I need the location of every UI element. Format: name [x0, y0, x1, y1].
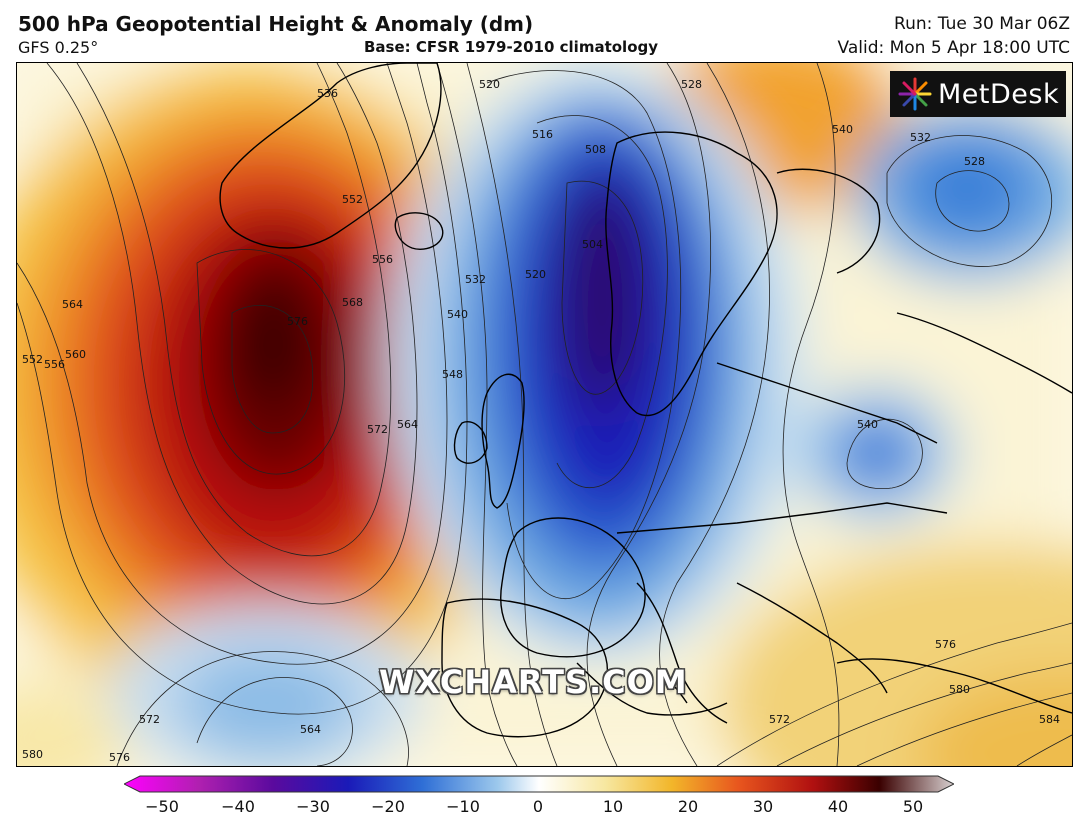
- colorbar-tick: −50: [145, 797, 179, 816]
- colorbar-tick: 20: [677, 797, 699, 816]
- metdesk-logo: MetDesk: [890, 71, 1066, 117]
- map-panel: 536 552 556 564 560 552 556 568 576 572 …: [16, 62, 1073, 767]
- contour-label: 576: [287, 315, 308, 328]
- colorbar-tick: 40: [827, 797, 849, 816]
- country-outlines: [219, 63, 1072, 738]
- chart-title: 500 hPa Geopotential Height & Anomaly (d…: [18, 12, 534, 36]
- contour-label: 540: [832, 123, 853, 136]
- contour-label: 540: [857, 418, 878, 431]
- contour-label: 516: [532, 128, 553, 141]
- contour-label: 528: [681, 78, 702, 91]
- contour-label: 532: [910, 131, 931, 144]
- climatology-base-label: Base: CFSR 1979-2010 climatology: [364, 38, 659, 56]
- contour-label: 552: [342, 193, 363, 206]
- contour-label: 564: [300, 723, 321, 736]
- contour-label: 568: [342, 296, 363, 309]
- contour-label: 504: [582, 238, 603, 251]
- colorbar-tick: −20: [371, 797, 405, 816]
- contour-label: 572: [367, 423, 388, 436]
- contour-label: 572: [769, 713, 790, 726]
- colorbar-tick: 30: [752, 797, 774, 816]
- colorbar-tick: −30: [296, 797, 330, 816]
- anomaly-map: 536 552 556 564 560 552 556 568 576 572 …: [17, 63, 1072, 766]
- contour-label: 520: [479, 78, 500, 91]
- colorbar: [124, 775, 954, 793]
- logo-text: MetDesk: [938, 78, 1060, 110]
- height-contours: [17, 63, 1072, 766]
- contour-label: 584: [1039, 713, 1060, 726]
- contour-label: 556: [372, 253, 393, 266]
- run-time-label: Run: Tue 30 Mar 06Z: [894, 14, 1070, 34]
- colorbar-tick: 0: [532, 797, 544, 816]
- colorbar-tick: −40: [221, 797, 255, 816]
- contour-label: 572: [139, 713, 160, 726]
- colorbar-tick: 10: [602, 797, 624, 816]
- contour-label: 576: [935, 638, 956, 651]
- model-label: GFS 0.25°: [18, 38, 99, 57]
- contour-label: 528: [964, 155, 985, 168]
- colorbar-tick: −10: [446, 797, 480, 816]
- colorbar-tick: 50: [902, 797, 924, 816]
- contour-label: 564: [397, 418, 418, 431]
- contour-label: 520: [525, 268, 546, 281]
- contour-label: 580: [22, 748, 43, 761]
- contour-label: 540: [447, 308, 468, 321]
- contour-label: 548: [442, 368, 463, 381]
- contour-label: 532: [465, 273, 486, 286]
- contour-label: 508: [585, 143, 606, 156]
- starburst-icon: [898, 77, 932, 111]
- contour-label: 580: [949, 683, 970, 696]
- contour-label: 552: [22, 353, 43, 366]
- watermark: WXCHARTS.COM: [379, 663, 688, 701]
- valid-time-label: Valid: Mon 5 Apr 18:00 UTC: [837, 38, 1070, 58]
- contour-label: 536: [317, 87, 338, 100]
- contour-label: 560: [65, 348, 86, 361]
- colorbar-scale: [124, 775, 954, 793]
- contour-label: 564: [62, 298, 83, 311]
- anomaly-field: [17, 63, 1072, 766]
- contour-label: 576: [109, 751, 130, 764]
- contour-label: 556: [44, 358, 65, 371]
- contour-labels: 536 552 556 564 560 552 556 568 576 572 …: [22, 78, 1060, 764]
